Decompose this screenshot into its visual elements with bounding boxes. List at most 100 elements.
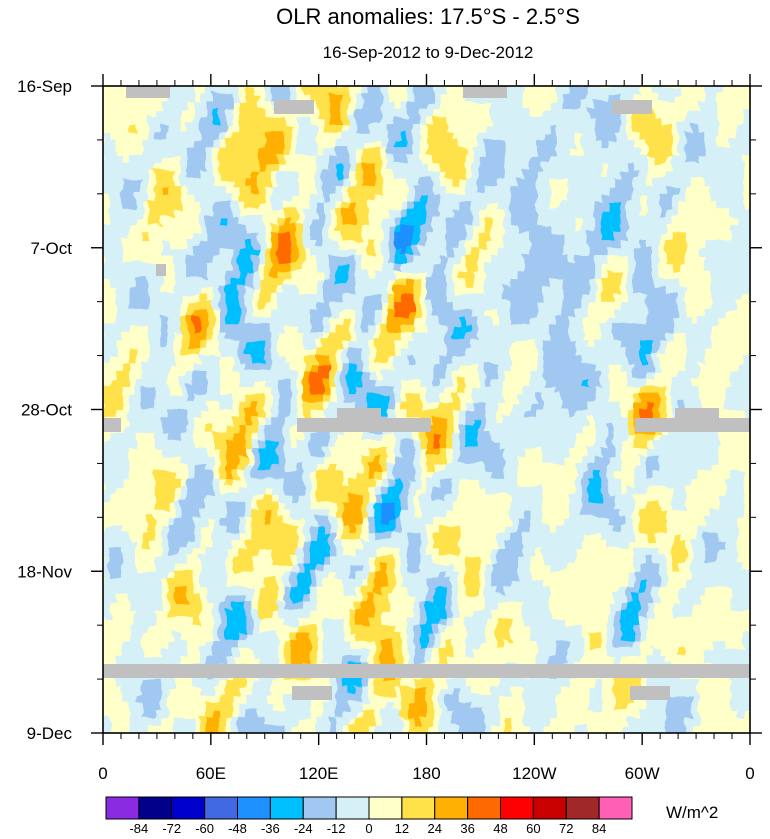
anomaly-cell [536,424,544,434]
anomaly-cell [730,525,738,534]
anomaly-cell [640,571,648,580]
anomaly-cell [264,509,272,518]
anomaly-cell [614,116,622,126]
anomaly-cell [212,486,221,495]
anomaly-cell [614,594,622,603]
anomaly-cell [316,86,324,95]
anomaly-cell [691,132,699,141]
anomaly-cell [549,216,557,226]
anomaly-cell [348,247,356,257]
anomaly-cell [555,247,563,257]
anomaly-cell [640,216,648,226]
anomaly-cell [510,132,518,141]
anomaly-cell [439,578,447,588]
anomaly-cell [646,363,654,372]
anomaly-cell [303,301,311,310]
anomaly-cell [510,109,518,118]
anomaly-cell [555,340,563,349]
anomaly-cell [439,309,447,318]
anomaly-cell [206,363,214,372]
anomaly-cell [212,193,221,203]
anomaly-cell [187,263,195,272]
anomaly-cell [258,501,266,511]
anomaly-cell [536,517,544,526]
anomaly-cell [251,548,259,557]
anomaly-cell [368,401,376,411]
anomaly-cell [497,471,505,480]
anomaly-cell [504,278,512,287]
anomaly-cell [452,155,460,164]
anomaly-cell [394,378,402,387]
anomaly-cell [245,347,253,357]
anomaly-cell [381,370,389,380]
anomaly-cell [394,540,402,549]
chart-title: OLR anomalies: 17.5°S - 2.5°S [276,4,580,29]
anomaly-cell [374,86,382,95]
anomaly-cell [329,432,337,441]
anomaly-cell [232,440,240,449]
anomaly-cell [109,586,117,595]
anomaly-cell [387,378,395,387]
anomaly-cell [730,147,738,156]
anomaly-cell [381,109,389,118]
anomaly-cell [542,201,551,210]
anomaly-cell [491,163,499,172]
anomaly-cell [374,602,382,611]
anomaly-cell [297,440,305,449]
anomaly-cell [704,332,712,341]
anomaly-cell [491,332,499,341]
anomaly-cell [290,263,298,272]
anomaly-cell [452,232,460,241]
anomaly-cell [394,132,402,141]
anomaly-cell [672,155,680,164]
anomaly-cell [659,471,667,480]
anomaly-cell [335,478,343,488]
anomaly-cell [646,386,654,395]
anomaly-cell [672,255,680,264]
anomaly-cell [335,147,343,156]
anomaly-cell [575,332,583,341]
anomaly-cell [180,332,188,341]
anomaly-cell [103,394,111,403]
anomaly-cell [704,440,712,449]
anomaly-cell [400,247,408,257]
anomaly-cell [400,232,408,241]
anomaly-cell [381,478,389,488]
anomaly-cell [478,232,486,241]
anomaly-cell [361,455,369,465]
anomaly-cell [277,424,285,434]
anomaly-cell [640,255,648,264]
anomaly-cell [536,270,544,280]
anomaly-cell [174,586,182,595]
anomaly-cell [232,263,240,272]
anomaly-cell [251,440,259,449]
anomaly-cell [245,93,253,102]
anomaly-cell [297,255,305,264]
anomaly-cell [704,309,712,318]
anomaly-cell [212,548,221,557]
anomaly-cell [542,555,551,565]
anomaly-cell [361,155,369,164]
anomaly-cell [665,448,673,457]
anomaly-cell [374,555,382,565]
anomaly-cell [335,86,343,95]
anomaly-cell [355,270,363,280]
anomaly-cell [368,247,376,257]
anomaly-cell [426,178,434,187]
anomaly-cell [445,432,453,441]
anomaly-cell [711,116,719,126]
anomaly-cell [730,301,738,310]
anomaly-cell [724,240,732,249]
anomaly-cell [640,586,648,595]
anomaly-cell [122,301,130,310]
anomaly-cell [549,301,557,310]
anomaly-cell [290,463,298,472]
anomaly-cell [743,409,750,418]
anomaly-cell [614,409,622,418]
anomaly-cell [445,363,453,372]
anomaly-cell [484,216,492,226]
anomaly-cell [193,386,201,395]
anomaly-cell [264,432,272,441]
anomaly-cell [465,186,473,195]
anomaly-cell [601,193,609,203]
